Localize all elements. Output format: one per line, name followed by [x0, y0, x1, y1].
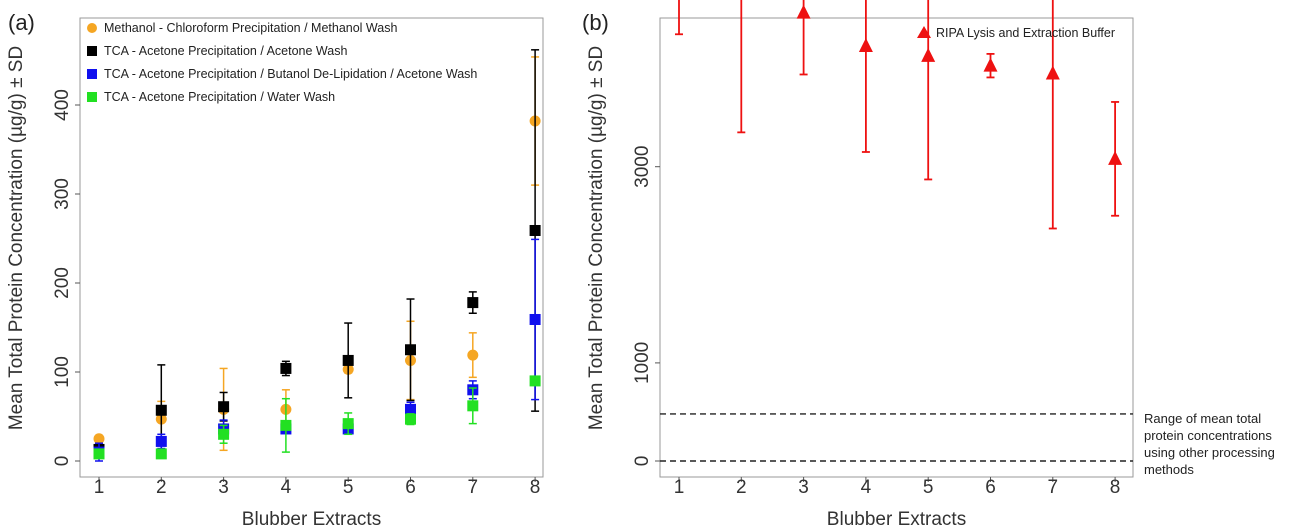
reference-note-line: methods: [1144, 462, 1194, 477]
x-tick-label: 7: [1048, 477, 1059, 498]
y-tick-label: 0: [52, 456, 73, 467]
data-point: [467, 349, 479, 361]
data-point: [155, 448, 167, 460]
series-3: [93, 375, 541, 460]
data-point: [405, 403, 416, 415]
x-axis-title: Blubber Extracts: [827, 509, 966, 530]
y-axis-title: Mean Total Protein Concentration (µg/g) …: [586, 46, 607, 430]
data-point: [93, 448, 105, 460]
legend-marker: [87, 69, 97, 79]
legend: RIPA Lysis and Extraction Buffer: [917, 26, 1115, 40]
reference-note-line: using other processing: [1144, 445, 1275, 460]
y-tick-label: 3000: [632, 146, 653, 188]
data-point: [155, 435, 167, 447]
y-tick-label: 1000: [632, 342, 653, 384]
x-axis-title: Blubber Extracts: [242, 509, 381, 530]
x-tick-label: 6: [985, 477, 996, 498]
plot-frame: [79, 17, 544, 478]
data-point: [405, 413, 416, 425]
legend-label: TCA - Acetone Precipitation / Butanol De…: [104, 67, 477, 81]
data-point: [342, 354, 354, 366]
y-axis-title: Mean Total Protein Concentration (µg/g) …: [6, 46, 27, 430]
x-tick-label: 5: [923, 477, 934, 498]
series-0: [675, 0, 1123, 230]
data-point: [1045, 65, 1060, 80]
legend-marker: [917, 26, 931, 38]
data-point: [796, 4, 811, 19]
data-point: [342, 418, 354, 430]
x-tick-label: 2: [736, 477, 747, 498]
y-tick-label: 400: [52, 89, 73, 121]
data-point: [280, 362, 292, 374]
x-tick-label: 1: [94, 477, 105, 498]
legend-marker: [87, 23, 97, 33]
data-point: [529, 313, 541, 325]
x-tick-label: 8: [1110, 477, 1121, 498]
legend-marker: [87, 46, 97, 56]
data-point: [155, 404, 167, 416]
panel-b: (b)123456780100030005000Blubber Extracts…: [582, 0, 1275, 530]
x-tick-label: 2: [156, 477, 167, 498]
x-tick-label: 7: [468, 477, 479, 498]
y-tick-label: 200: [52, 267, 73, 299]
x-tick-label: 6: [405, 477, 416, 498]
legend-label: Methanol - Chloroform Precipitation / Me…: [104, 21, 397, 35]
data-point: [529, 375, 541, 387]
data-point: [218, 428, 230, 440]
data-point: [93, 433, 105, 445]
legend-label: TCA - Acetone Precipitation / Acetone Wa…: [104, 44, 347, 58]
x-tick-label: 3: [218, 477, 229, 498]
data-point: [858, 38, 873, 53]
data-point: [921, 47, 936, 62]
data-point: [983, 57, 998, 72]
legend: Methanol - Chloroform Precipitation / Me…: [87, 21, 477, 104]
data-point: [529, 224, 541, 236]
data-point: [1108, 150, 1123, 165]
reference-note-line: protein concentrations: [1144, 428, 1272, 443]
legend-marker: [87, 92, 97, 102]
legend-label: TCA - Acetone Precipitation / Water Wash: [104, 90, 335, 104]
x-tick-label: 5: [343, 477, 354, 498]
panel-label: (b): [582, 10, 609, 35]
x-tick-label: 1: [674, 477, 685, 498]
legend-label: RIPA Lysis and Extraction Buffer: [936, 26, 1115, 40]
y-tick-label: 100: [52, 356, 73, 388]
data-point: [467, 400, 479, 412]
reference-note-line: Range of mean total: [1144, 411, 1261, 426]
data-point: [218, 401, 230, 413]
data-point: [280, 419, 292, 431]
y-tick-label: 300: [52, 178, 73, 210]
data-point: [405, 344, 416, 356]
x-tick-label: 3: [798, 477, 809, 498]
data-point: [467, 297, 479, 309]
panel-label: (a): [8, 10, 35, 35]
x-tick-label: 8: [530, 477, 541, 498]
x-tick-label: 4: [281, 477, 292, 498]
plot-frame: [659, 17, 1134, 478]
y-tick-label: 0: [632, 456, 653, 467]
x-tick-label: 4: [861, 477, 872, 498]
panel-a: (a) 1 2 3 4 5 6 7 8 0 100 200 300 400 Blubber Extracts…: [6, 10, 544, 530]
